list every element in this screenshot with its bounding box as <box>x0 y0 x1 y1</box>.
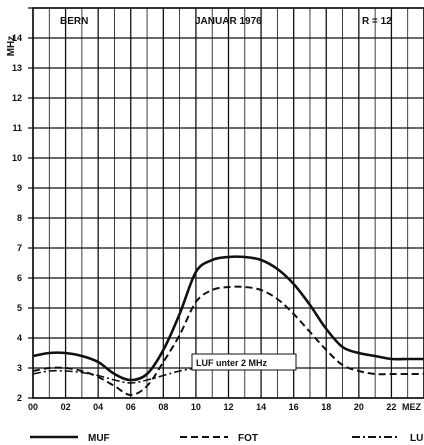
y-tick-label: 5 <box>17 303 22 313</box>
x-tick-label: 04 <box>93 402 103 412</box>
y-tick-label: 14 <box>12 33 22 43</box>
series-line-fot <box>32 285 424 397</box>
header-r-value: R = 12 <box>362 16 392 27</box>
series-line-luf <box>32 367 197 384</box>
chart-header: BERN JANUAR 1976 R = 12 <box>60 16 392 27</box>
x-tick-label: 14 <box>256 402 266 412</box>
chart-annotation: LUF unter 2 MHz <box>191 353 297 371</box>
y-tick-label: 11 <box>12 123 22 133</box>
header-period: JANUAR 1976 <box>195 16 262 27</box>
y-tick-labels: 2 3 4 5 6 7 8 9 10 11 12 13 14 <box>12 33 22 403</box>
series-lines <box>32 255 424 397</box>
legend-label-muf: MUF <box>88 433 110 444</box>
header-location: BERN <box>60 16 88 27</box>
y-tick-label: 9 <box>17 183 22 193</box>
legend-label-fot: FOT <box>238 433 258 444</box>
x-tick-label: 18 <box>321 402 331 412</box>
x-tick-label: MEZ <box>402 402 422 412</box>
x-tick-label: 00 <box>28 402 38 412</box>
y-tick-label: 2 <box>17 393 22 403</box>
x-tick-label: 22 <box>386 402 396 412</box>
x-tick-label: 08 <box>158 402 168 412</box>
series-line-muf <box>32 255 424 382</box>
legend-label-luf: LUF <box>410 433 424 444</box>
y-tick-label: 4 <box>17 333 22 343</box>
x-tick-label: 06 <box>126 402 136 412</box>
chart-grid <box>28 7 424 399</box>
annotation-text: LUF unter 2 MHz <box>196 358 267 368</box>
y-tick-label: 12 <box>12 93 22 103</box>
y-tick-label: 6 <box>17 273 22 283</box>
x-tick-label: 02 <box>61 402 71 412</box>
y-tick-label: 3 <box>17 363 22 373</box>
y-tick-label: 8 <box>17 213 22 223</box>
x-tick-labels: 00 02 04 06 08 10 12 14 16 18 20 22 MEZ <box>28 402 422 412</box>
y-tick-label: 7 <box>17 243 22 253</box>
chart-legend: MUF FOT LUF <box>30 433 424 444</box>
x-tick-label: 12 <box>223 402 233 412</box>
y-axis-label: MHz <box>6 36 17 57</box>
y-tick-label: 10 <box>12 153 22 163</box>
x-tick-label: 16 <box>289 402 299 412</box>
y-tick-label: 13 <box>12 63 22 73</box>
x-tick-label: 20 <box>354 402 364 412</box>
annotation-box <box>191 353 297 371</box>
x-tick-label: 10 <box>191 402 201 412</box>
